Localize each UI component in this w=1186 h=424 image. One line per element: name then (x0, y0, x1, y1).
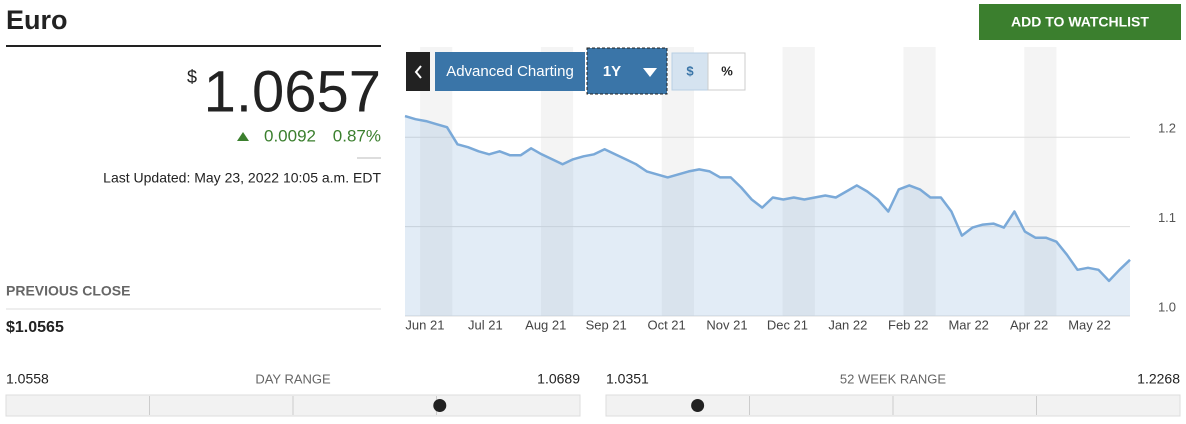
week52-low: 1.0351 (606, 371, 649, 387)
currency-symbol: $ (187, 67, 197, 87)
y-tick-label: 1.0 (1158, 299, 1176, 314)
x-tick-label: Oct 21 (647, 317, 685, 332)
x-tick-label: Apr 22 (1010, 317, 1048, 332)
chart-controls: Advanced Charting 1Y $ % (406, 47, 746, 95)
percent-label[interactable]: % (721, 63, 733, 78)
collapse-button[interactable] (406, 52, 430, 91)
y-tick-label: 1.2 (1158, 121, 1176, 136)
range-marker (433, 399, 447, 412)
dropdown-arrow[interactable] (643, 68, 657, 77)
advanced-label[interactable]: Advanced Charting (446, 63, 574, 80)
change: 0.0092 (264, 126, 316, 145)
day-low: 1.0558 (6, 371, 49, 387)
price: 1.0657 (204, 59, 381, 124)
chart: 1.0 1.1 1.2 Jun 21 Jul 21 Aug 21 Sep 21 Oct 21 N… (404, 47, 1176, 332)
previous-close-value: $1.0565 (6, 319, 64, 336)
x-tick-label: May 22 (1068, 317, 1111, 332)
advanced-button[interactable] (435, 52, 585, 91)
x-tick-label: Jul 21 (468, 317, 503, 332)
day-range-label: DAY RANGE (255, 371, 331, 386)
collapse-icon[interactable] (414, 65, 422, 79)
previous-close-label: PREVIOUS CLOSE (6, 283, 130, 299)
change-percent: 0.87% (333, 126, 381, 145)
area (405, 116, 1130, 316)
percent-toggle[interactable] (707, 52, 746, 91)
watchlist-button[interactable]: ADD TO WATCHLIST (979, 4, 1181, 40)
watchlist-button-label[interactable]: ADD TO WATCHLIST (1011, 14, 1149, 30)
month-band (903, 47, 936, 316)
line (404, 114, 1131, 283)
week52-high: 1.2268 (1137, 371, 1180, 387)
y-tick-label: 1.1 (1158, 210, 1176, 225)
range-marker (691, 399, 705, 412)
month-band (540, 47, 574, 316)
x-tick-label: Mar 22 (948, 317, 988, 332)
month-band (782, 47, 815, 316)
x-tick-label: Dec 21 (767, 317, 808, 332)
week52-range-label: 52 WEEK RANGE (840, 371, 947, 386)
x-tick-label: Sep 21 (586, 317, 627, 332)
up-arrow (237, 132, 249, 141)
period-label[interactable]: 1Y (603, 63, 621, 80)
last-updated: Last Updated: May 23, 2022 10:05 a.m. ED… (103, 170, 381, 186)
period-dropdown[interactable] (586, 47, 668, 95)
month-band (420, 47, 453, 316)
x-tick-label: Nov 21 (706, 317, 747, 332)
range-bars (5, 394, 1181, 417)
month-band (1024, 47, 1057, 316)
x-tick-label: Feb 22 (888, 317, 928, 332)
month-band (661, 47, 694, 316)
dollar-label[interactable]: $ (686, 63, 694, 78)
x-tick-label: Aug 21 (525, 317, 566, 332)
dollar-toggle[interactable] (671, 52, 709, 91)
title: Euro (6, 5, 68, 35)
x-tick-label: Jun 21 (405, 317, 444, 332)
x-tick-label: Jan 22 (828, 317, 867, 332)
watchlist-button-bg[interactable] (979, 4, 1181, 40)
day-high: 1.0689 (537, 371, 580, 387)
